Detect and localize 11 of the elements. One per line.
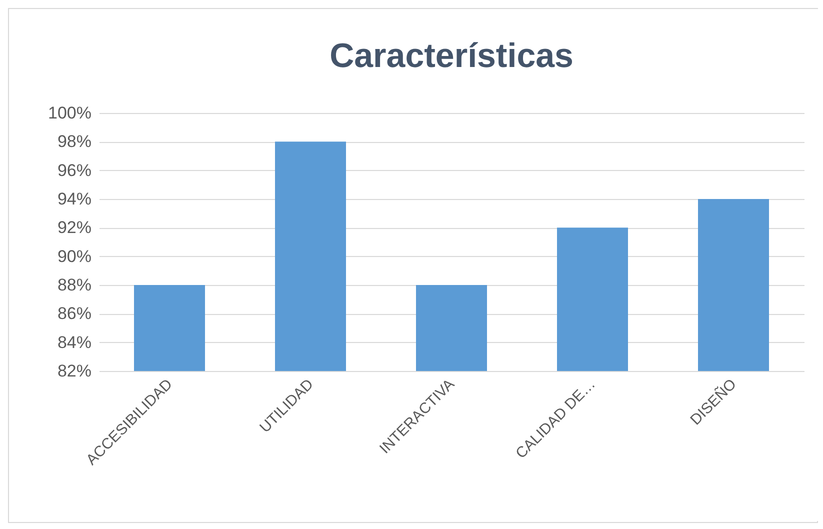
y-tick-label: 84%	[57, 332, 92, 352]
y-tick-label: 100%	[48, 104, 92, 122]
y-tick-label: 86%	[57, 304, 92, 324]
y-tick-label: 90%	[57, 246, 92, 266]
y-tick-label: 94%	[57, 190, 92, 208]
y-tick-label: 92%	[57, 218, 92, 238]
chart-title: Características	[330, 37, 574, 75]
y-tick-label: 88%	[57, 276, 92, 294]
y-tick-label: 96%	[57, 160, 92, 180]
y-tick-label: 98%	[57, 132, 92, 152]
y-tick-label: 82%	[57, 362, 92, 380]
